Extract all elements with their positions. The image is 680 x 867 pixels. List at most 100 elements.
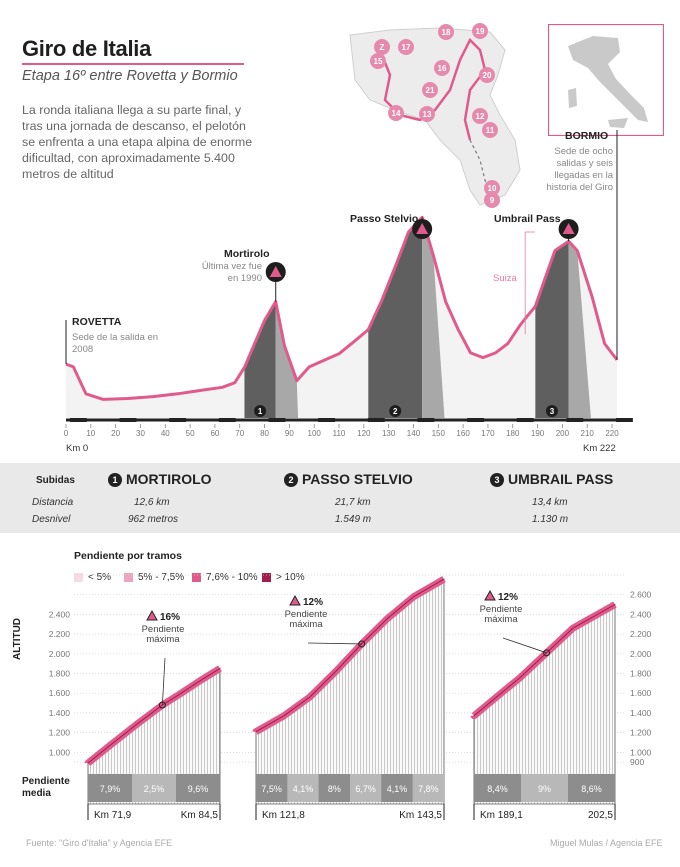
max-slope-label: Pendiente <box>285 609 328 620</box>
peak-mortirolo-note: Última vez fue en 1990 <box>201 261 262 284</box>
climb-detail-charts: 1.000 1.200 1.400 1.600 1.800 2.000 2.200 2.400… <box>49 574 652 821</box>
climb-3-drop: 1.130 m <box>532 514 569 525</box>
map-stage-dot <box>479 67 495 83</box>
slope-ridge-edge <box>473 604 616 717</box>
descent-shade <box>568 241 591 418</box>
pendiente-value: 6,7% <box>355 784 376 794</box>
y-tick-right: 900 <box>630 757 644 767</box>
italy-inset <box>548 24 664 136</box>
altitude-axis-title: ALTITUD <box>12 617 23 660</box>
descent-shade <box>422 217 445 418</box>
pendiente-value: 9,6% <box>188 784 209 794</box>
badge-3: 3 <box>490 473 504 488</box>
pendiente-segment <box>412 774 444 802</box>
map-stage-number: 9 <box>490 196 495 205</box>
map-land <box>349 27 521 206</box>
max-slope-label: Pendiente <box>480 604 523 615</box>
x-tick-label: 90 <box>285 429 294 438</box>
peak-stelvio-name: Passo Stelvio <box>350 213 419 225</box>
axis-dash <box>417 418 435 422</box>
map-stage-dot <box>419 106 435 122</box>
x-tick-label: 180 <box>506 429 520 438</box>
y-tick-right: 2.200 <box>630 629 652 639</box>
y-tick-left: 1.200 <box>49 728 71 738</box>
start-note: Sede de la salida en 2008 <box>72 332 159 355</box>
y-tick-left: 2.000 <box>49 649 71 659</box>
x-tick-label: 190 <box>531 429 545 438</box>
map-stage-dot <box>484 192 500 208</box>
map-stage-number: 12 <box>476 112 485 121</box>
x-tick-label: 160 <box>456 429 470 438</box>
warning-icon <box>146 609 158 621</box>
axis-dash <box>516 418 534 422</box>
peak-mortirolo-name: Mortirolo <box>224 248 270 260</box>
y-tick-left: 2.400 <box>49 609 71 619</box>
slope-ridge-edge <box>255 578 445 733</box>
map-stage-dot <box>472 23 488 39</box>
max-slope-point <box>543 649 551 657</box>
legend-label-3: 7,6% - 10% <box>206 572 258 583</box>
axis-dash <box>119 418 137 422</box>
x-tick-label: 80 <box>260 429 269 438</box>
map-stage-number: 19 <box>476 27 485 36</box>
map-stage-number: Z <box>380 43 385 52</box>
slope-ridge-edge <box>87 667 221 764</box>
climb-2-title: 2 PASSO STELVIO <box>284 471 413 488</box>
map-stage-number: 15 <box>374 57 383 66</box>
climb-badge <box>254 405 267 417</box>
climb-badge-number: 2 <box>393 407 398 416</box>
page-subtitle: Etapa 16º entre Rovetta y Bormio <box>22 68 238 84</box>
y-tick-left: 1.400 <box>49 708 71 718</box>
map-stage-dot <box>374 39 390 55</box>
climb-shade <box>368 217 423 418</box>
pendiente-value: 2,5% <box>144 784 165 794</box>
peak-umbrail-name: Umbrail Pass <box>494 213 561 225</box>
profile-area <box>66 217 617 418</box>
max-slope-label: máxima <box>484 614 518 625</box>
map-stage-dot <box>398 39 414 55</box>
y-tick-right: 1.600 <box>630 688 652 698</box>
climb-1-drop: 962 metros <box>128 514 179 525</box>
axis-dash <box>169 418 187 422</box>
climb-km-end: 202,5 <box>588 810 613 821</box>
max-slope-value: 12% <box>498 592 518 603</box>
map-stage-number: 11 <box>486 126 495 135</box>
axis-dash <box>318 418 336 422</box>
climb-km-start: Km 189,1 <box>480 810 523 821</box>
title-rule <box>22 63 244 65</box>
max-slope-value: 12% <box>303 597 323 608</box>
border-bracket <box>524 231 535 335</box>
map-stage-number: 20 <box>483 71 492 80</box>
climb-3-name: UMBRAIL PASS <box>508 471 614 487</box>
climb-shade <box>535 241 569 418</box>
x-tick-label: 30 <box>136 429 145 438</box>
y-tick-left: 1.000 <box>49 747 71 757</box>
y-tick-left: 2.200 <box>49 629 71 639</box>
y-tick-right: 2.600 <box>630 590 652 600</box>
legend-label-2: 5% - 7,5% <box>138 572 185 583</box>
max-slope-leader <box>307 642 362 645</box>
pendiente-segment <box>318 774 350 802</box>
pendiente-value: 7,8% <box>418 784 439 794</box>
x-tick-label: 40 <box>161 429 170 438</box>
legend-swatch-3 <box>192 572 201 582</box>
climb-km-start: Km 71,9 <box>94 810 132 821</box>
route-line <box>378 37 487 141</box>
climb-3-distance: 13,4 km <box>532 497 568 508</box>
max-slope-value: 16% <box>160 612 180 623</box>
legend-title: Pendiente por tramos <box>74 550 182 562</box>
x-tick-label: 220 <box>605 429 619 438</box>
badge-2: 2 <box>284 473 298 488</box>
x-tick-label: 170 <box>481 429 495 438</box>
x-tick-label: 200 <box>556 429 570 438</box>
axis-dash <box>70 418 87 422</box>
map-stage-number: 13 <box>423 110 432 119</box>
km-start-label: Km 0 <box>66 443 89 454</box>
axis-dash <box>367 418 385 422</box>
map-stage-dot <box>422 82 438 98</box>
island-sardinia <box>568 88 577 108</box>
x-tick-label: 20 <box>111 429 120 438</box>
map-stage-dot <box>370 53 386 69</box>
axis-dash <box>218 418 236 422</box>
